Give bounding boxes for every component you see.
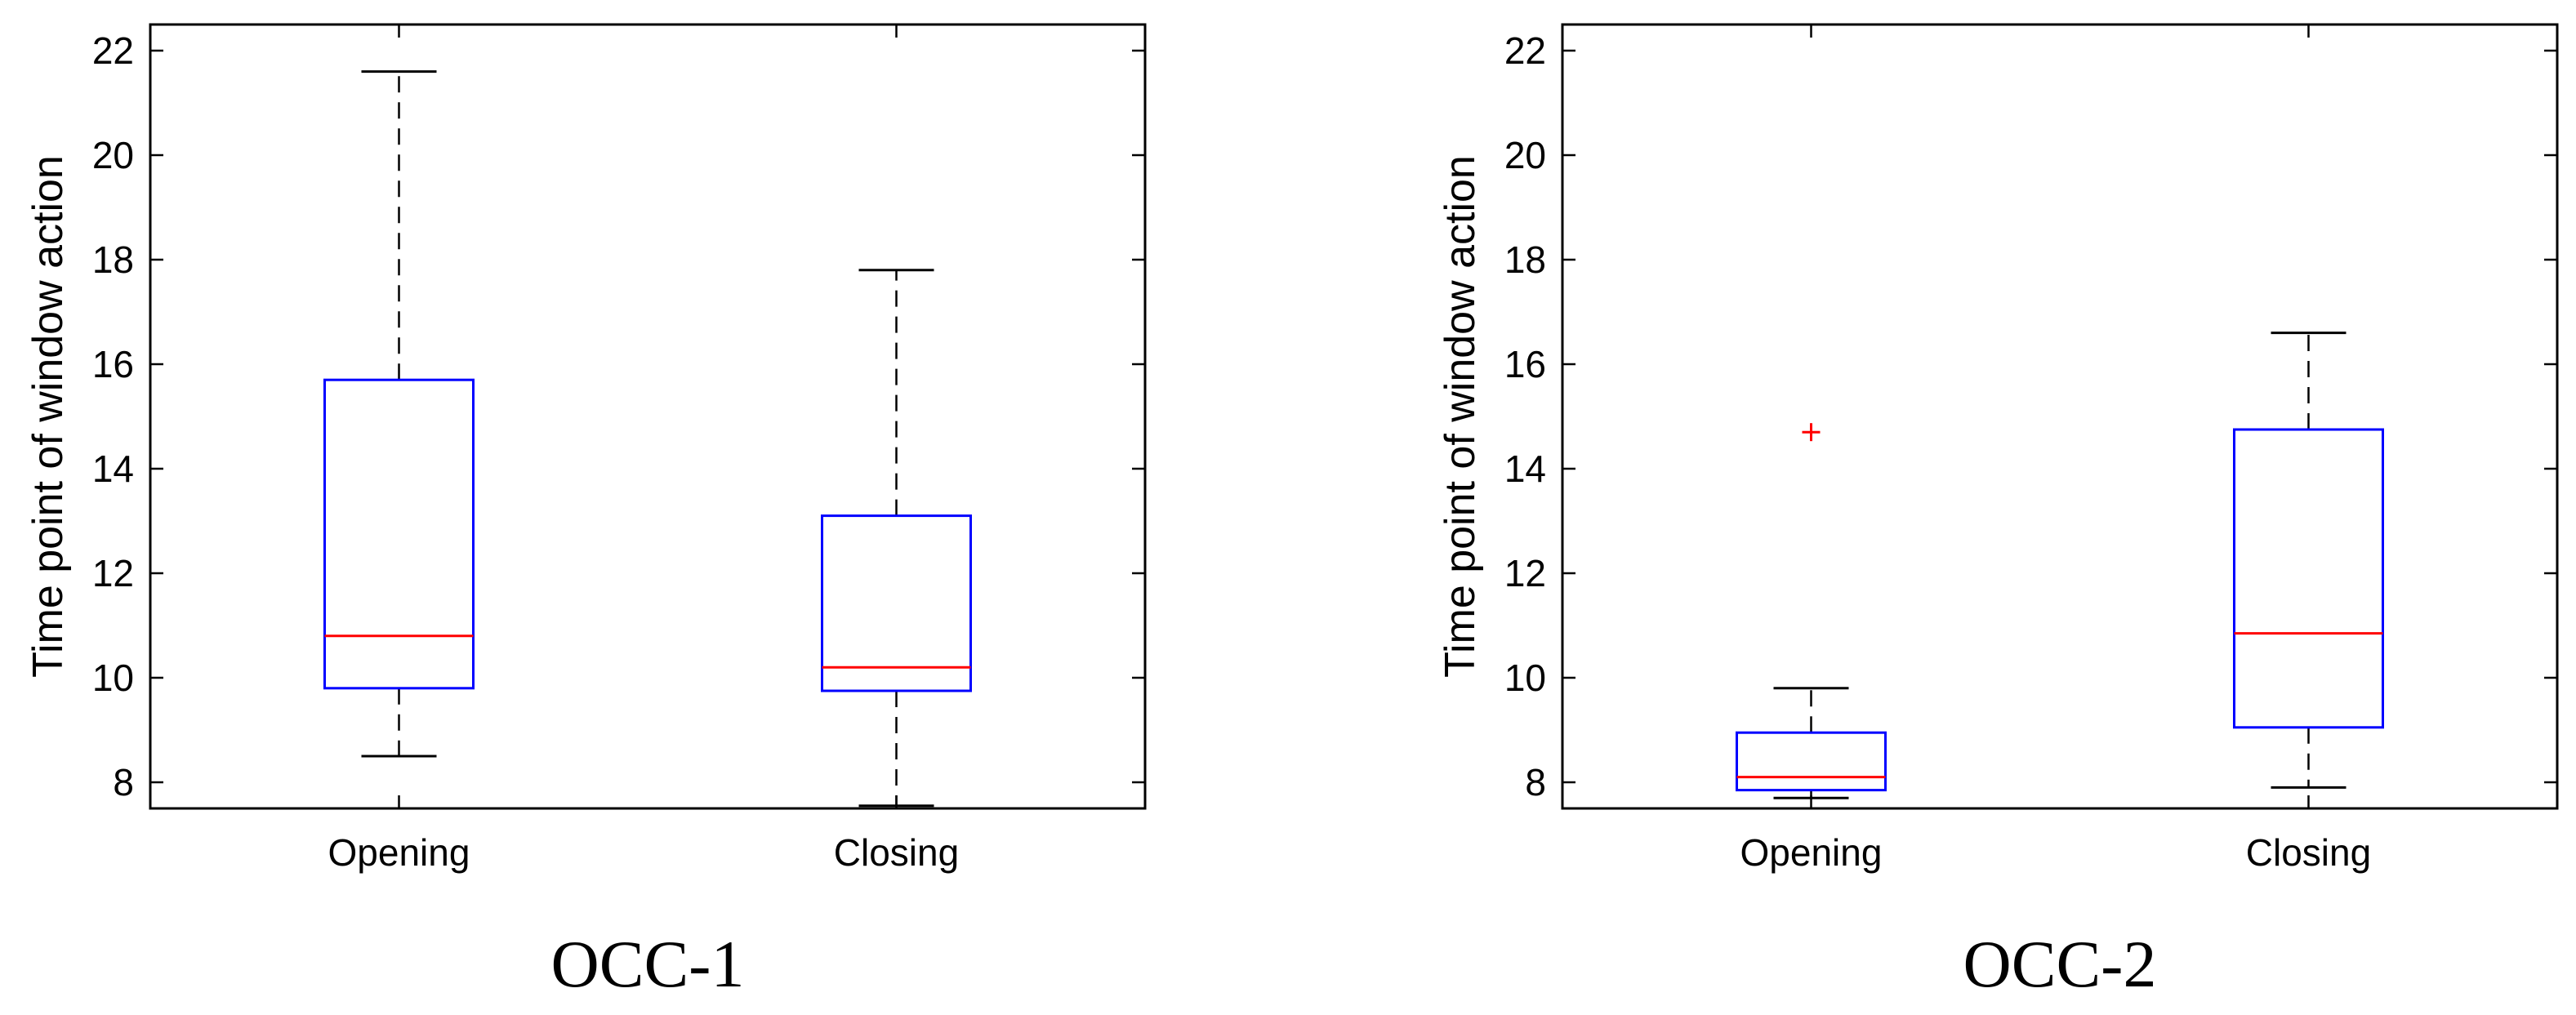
- outlier-marker: [1802, 423, 1821, 442]
- y-tick-label: 22: [1504, 29, 1546, 72]
- iqr-box: [323, 378, 475, 690]
- x-tick-label: Closing: [834, 831, 959, 874]
- iqr-box: [2233, 428, 2384, 729]
- axes-frame: [1561, 23, 2559, 810]
- box-opening: [323, 70, 475, 758]
- y-tick-label: 8: [113, 761, 134, 804]
- y-tick-label: 22: [92, 29, 134, 72]
- y-tick-label: 10: [1504, 657, 1546, 699]
- box-closing: [2233, 332, 2384, 789]
- box-opening: [1736, 423, 1887, 799]
- y-tick-label: 8: [1525, 761, 1546, 804]
- y-tick-label: 20: [1504, 134, 1546, 176]
- iqr-box: [821, 514, 972, 692]
- chart-panel-2: 8 10 12 14 16 18 20 22 Opening Closing Time point …: [1437, 23, 2559, 1001]
- chart-caption: OCC-2: [1963, 927, 2157, 1001]
- chart-panel-1: 8 10 12 14 16 18 20 22 Opening Closing Time point …: [25, 23, 1147, 1001]
- y-tick-label: 18: [1504, 238, 1546, 281]
- chart-caption: OCC-1: [551, 927, 745, 1001]
- y-axis-label: Time point of window action: [1437, 155, 1484, 678]
- y-tick-label: 18: [92, 238, 134, 281]
- y-tick-label: 16: [92, 343, 134, 385]
- x-tick-label: Opening: [328, 831, 470, 874]
- y-tick-label: 14: [1504, 447, 1546, 490]
- x-tick-label: Closing: [2246, 831, 2371, 874]
- box-closing: [821, 269, 972, 808]
- y-tick-label: 14: [92, 447, 134, 490]
- y-tick-label: 20: [92, 134, 134, 176]
- y-tick-label: 12: [1504, 552, 1546, 594]
- y-tick-label: 10: [92, 657, 134, 699]
- x-tick-label: Opening: [1740, 831, 1883, 874]
- y-tick-label: 12: [92, 552, 134, 594]
- axes-frame: [149, 23, 1147, 810]
- y-axis-label: Time point of window action: [25, 155, 72, 678]
- y-tick-label: 16: [1504, 343, 1546, 385]
- iqr-box: [1736, 731, 1887, 792]
